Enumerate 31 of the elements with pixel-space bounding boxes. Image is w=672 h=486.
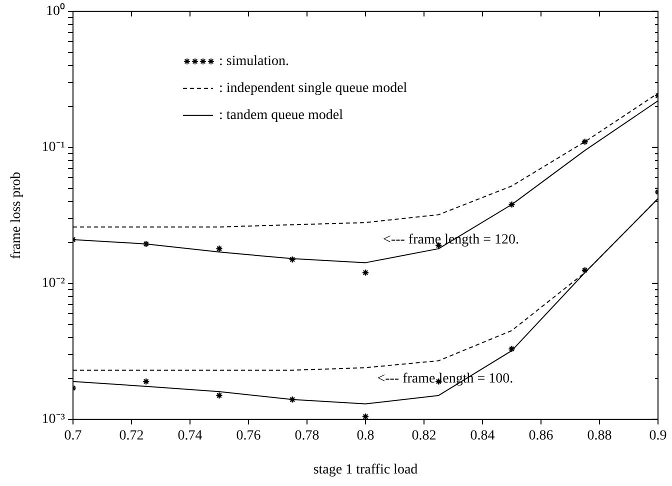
y-tick-label: 10⁻¹: [42, 140, 65, 156]
point: [581, 138, 588, 146]
point: [216, 245, 223, 252]
x-tick-label: 0.86: [528, 428, 554, 444]
x-tick-label: 0.74: [178, 428, 202, 444]
x-tick-label: 0.82: [412, 428, 436, 444]
x-tick-label: 0.76: [236, 428, 261, 444]
x-tick-label: 0.9: [649, 428, 667, 444]
point: [216, 392, 223, 400]
x-tick-label: 0.8: [356, 428, 374, 444]
point: [142, 378, 150, 386]
point: [581, 266, 588, 274]
x-tick-label: 0.72: [119, 428, 144, 444]
point: [142, 240, 150, 248]
point: [362, 269, 370, 276]
y-tick-label: 10⁻³: [42, 412, 65, 428]
y-tick-label: 10⁻²: [42, 276, 65, 292]
x-axis-title: stage 1 traffic load: [313, 462, 418, 478]
legend-label: : simulation.: [218, 54, 289, 70]
legend-label: : tandem queue model: [218, 108, 344, 124]
point: [288, 256, 296, 264]
x-tick-label: 0.7: [64, 428, 82, 444]
point: [508, 345, 516, 352]
x-tick-label: 0.78: [294, 428, 320, 444]
x-tick-label: 0.84: [470, 428, 495, 444]
y-tick-label: 10⁰: [46, 3, 65, 20]
point: [288, 396, 296, 404]
x-tick-label: 0.88: [587, 428, 612, 444]
y-axis-title: frame loss prob: [9, 172, 24, 259]
point: [508, 200, 516, 208]
legend-label: : independent single queue model: [218, 81, 408, 96]
